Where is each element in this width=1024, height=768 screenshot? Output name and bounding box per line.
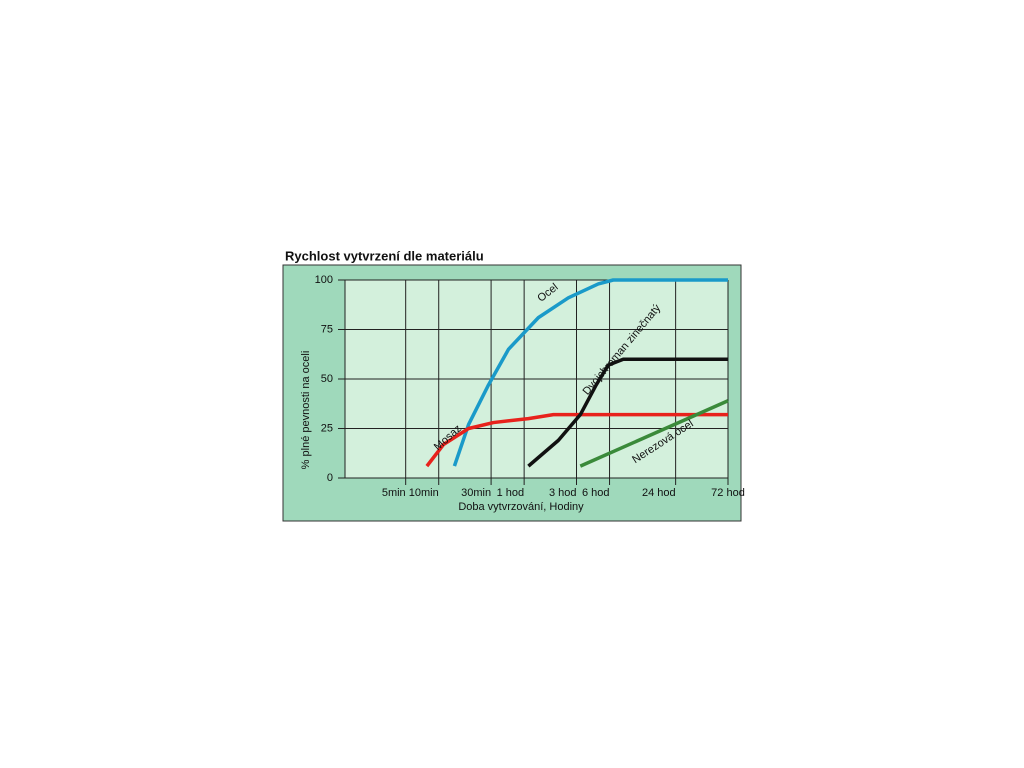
x-tick-label: 30min bbox=[461, 487, 491, 499]
y-tick-label: 75 bbox=[321, 323, 333, 335]
x-tick-label: 1 hod bbox=[497, 487, 525, 499]
y-tick-label: 50 bbox=[321, 373, 333, 385]
chart-title: Rychlost vytvrzení dle materiálu bbox=[285, 248, 484, 263]
x-tick-label: 10min bbox=[409, 487, 439, 499]
series-line bbox=[527, 357, 728, 468]
series-line bbox=[452, 278, 728, 467]
x-tick-label: 5min bbox=[382, 487, 406, 499]
y-tick-label: 0 bbox=[327, 472, 333, 484]
y-tick-label: 100 bbox=[315, 274, 333, 286]
x-tick-label: 24 hod bbox=[642, 487, 676, 499]
y-tick-label: 25 bbox=[321, 422, 333, 434]
y-axis-label: % plné pevnosti na oceli bbox=[300, 351, 312, 470]
x-tick-label: 72 hod bbox=[711, 487, 745, 499]
x-tick-label: 3 hod bbox=[549, 487, 577, 499]
series-line bbox=[579, 399, 729, 468]
x-tick-label: 6 hod bbox=[582, 487, 610, 499]
x-axis-label: Doba vytvrzování, Hodiny bbox=[458, 501, 584, 513]
series-line bbox=[425, 412, 728, 468]
